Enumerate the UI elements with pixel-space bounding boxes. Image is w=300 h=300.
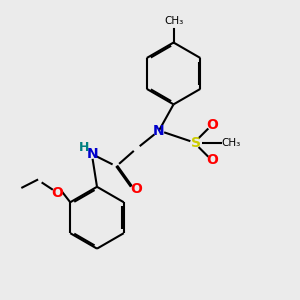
Text: N: N bbox=[153, 124, 165, 138]
Text: CH₃: CH₃ bbox=[164, 16, 183, 26]
Text: CH₃: CH₃ bbox=[221, 138, 241, 148]
Text: H: H bbox=[79, 141, 89, 154]
Text: S: S bbox=[190, 136, 201, 150]
Text: O: O bbox=[130, 182, 142, 196]
Text: O: O bbox=[206, 153, 218, 167]
Text: O: O bbox=[51, 186, 63, 200]
Text: O: O bbox=[206, 118, 218, 132]
Text: N: N bbox=[87, 147, 98, 161]
